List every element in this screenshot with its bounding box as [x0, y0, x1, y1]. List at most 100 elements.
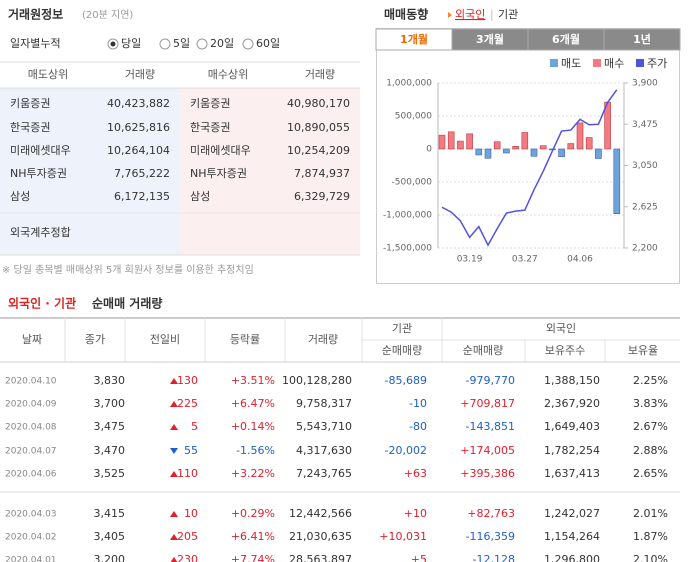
- close: 3,525: [94, 467, 126, 480]
- holding-ratio: 2.25%: [633, 374, 668, 387]
- tab-label[interactable]: 6개월: [552, 32, 580, 46]
- change: 10: [184, 507, 198, 520]
- tab-label[interactable]: 3개월: [476, 32, 504, 46]
- bar: [539, 145, 547, 150]
- bar: [595, 148, 602, 159]
- volume: 12,442,566: [289, 507, 352, 520]
- broker-name: 미래에셋대우: [10, 144, 71, 157]
- sell-bg: [0, 88, 180, 255]
- net-volume: -979,770: [466, 374, 515, 387]
- volume: 7,874,937: [294, 167, 350, 180]
- radio[interactable]: [196, 38, 208, 50]
- y2-tick-label: 3,900: [632, 79, 658, 89]
- change: 225: [177, 397, 198, 410]
- bar: [585, 137, 593, 150]
- column-header: 전일비: [150, 332, 180, 346]
- x-tick-label: 03.19: [457, 255, 483, 265]
- filter-link[interactable]: 기관: [498, 8, 518, 21]
- holdings: 1,242,027: [544, 507, 600, 520]
- date: 2020.04.10: [5, 377, 57, 387]
- legend-swatch: [550, 59, 558, 67]
- bar: [521, 132, 529, 150]
- holdings: 1,388,150: [544, 374, 600, 387]
- radio-label[interactable]: 20일: [210, 36, 234, 50]
- price-line: [441, 89, 618, 247]
- legend-label: 주가: [647, 57, 667, 70]
- y-tick-label: -1,000,000: [383, 211, 432, 221]
- net-volume: -143,851: [466, 420, 515, 433]
- volume: 40,980,170: [287, 97, 350, 110]
- column-header: 거래량: [305, 68, 335, 81]
- close: 3,700: [94, 397, 126, 410]
- change: 110: [177, 467, 198, 480]
- net-volume: -10: [409, 397, 427, 410]
- net-volume: +174,005: [460, 444, 515, 457]
- radio[interactable]: [159, 38, 171, 50]
- broker-name: 미래에셋대우: [190, 144, 251, 157]
- bar: [466, 133, 473, 150]
- change: 55: [184, 444, 198, 457]
- net-volume: +63: [404, 467, 427, 480]
- bar: [484, 148, 492, 159]
- tab-label[interactable]: 1개월: [400, 32, 428, 46]
- holding-ratio: 3.83%: [633, 397, 668, 410]
- change: 205: [177, 530, 198, 543]
- tab[interactable]: [603, 28, 681, 51]
- broker-name: 키움증권: [10, 97, 50, 110]
- holding-ratio: 2.65%: [633, 467, 668, 480]
- date: 2020.04.03: [5, 510, 57, 520]
- net-volume: +5: [411, 553, 427, 562]
- holding-ratio: 2.88%: [633, 444, 668, 457]
- volume: 7,243,765: [296, 467, 352, 480]
- y-tick-label: 0: [426, 145, 432, 155]
- close: 3,830: [94, 374, 126, 387]
- panel-title: 거래원정보: [8, 7, 63, 22]
- column-header: 날짜: [22, 333, 42, 346]
- section-title: 외국인 · 기관: [8, 296, 76, 311]
- y2-tick-label: 2,625: [632, 202, 658, 212]
- volume: 21,030,635: [289, 530, 352, 543]
- bar: [567, 143, 575, 150]
- radio-label[interactable]: 5일: [173, 36, 190, 50]
- date: 2020.04.01: [5, 556, 57, 562]
- column-header: 매도상위: [28, 68, 68, 81]
- separator: |: [490, 8, 494, 21]
- radio[interactable]: [242, 38, 254, 50]
- sub-header: 순매매량: [382, 344, 422, 357]
- radio-label[interactable]: 60일: [256, 36, 280, 50]
- net-volume: -12,128: [473, 553, 515, 562]
- column-header: 종가: [85, 333, 105, 346]
- radio-label[interactable]: 당일: [121, 36, 141, 50]
- change: 130: [177, 374, 198, 387]
- broker-name: NH투자증권: [190, 167, 247, 180]
- volume: 4,317,630: [296, 444, 352, 457]
- holdings: 1,637,413: [544, 467, 600, 480]
- delay-note: (20분 지연): [82, 9, 133, 21]
- foreign-total: 외국계추정합: [10, 226, 71, 239]
- x-tick-label: 03.27: [512, 255, 538, 265]
- up-arrow: [170, 378, 178, 384]
- y2-tick-label: 2,200: [632, 244, 658, 254]
- bar: [530, 148, 538, 157]
- filter-link[interactable]: 외국인: [455, 8, 485, 21]
- bar: [457, 140, 464, 150]
- section-title: 순매매 거래량: [92, 296, 162, 311]
- x-tick-label: 04.06: [567, 255, 593, 265]
- y-tick-label: 1,000,000: [386, 79, 432, 89]
- holdings: 1,296,800: [544, 553, 600, 562]
- bar: [613, 148, 621, 214]
- change: 5: [191, 420, 198, 433]
- up-arrow: [170, 534, 178, 540]
- up-arrow: [170, 401, 178, 407]
- volume: 7,765,222: [114, 167, 170, 180]
- up-arrow: [170, 511, 178, 517]
- up-arrow: [170, 557, 178, 562]
- tab-label[interactable]: 1년: [633, 32, 651, 46]
- rate: +7.74%: [231, 553, 275, 562]
- rate: +6.47%: [231, 397, 275, 410]
- volume: 6,172,135: [114, 190, 170, 203]
- volume: 9,758,317: [296, 397, 352, 410]
- bar: [493, 141, 501, 150]
